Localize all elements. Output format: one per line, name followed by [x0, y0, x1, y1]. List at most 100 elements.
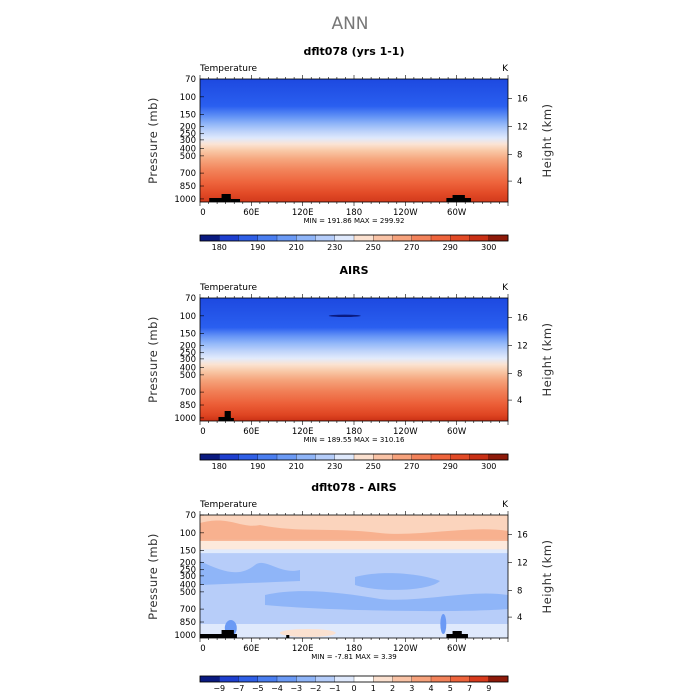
colorbar-swatch [257, 675, 278, 683]
colorbar-swatch [469, 453, 490, 461]
colorbar-label: 230 [327, 462, 342, 471]
y-tick-label: 850 [180, 182, 196, 192]
y-tick-label: 200 [180, 341, 196, 351]
y-axis-right-label: Height (km) [540, 103, 554, 177]
colorbar-label: 300 [481, 243, 496, 252]
y-tick-label: 250 [180, 566, 196, 576]
colorbar-label: 4 [428, 684, 433, 693]
colorbar-label: −1 [329, 684, 341, 693]
y-tick-label: 100 [180, 93, 196, 103]
y-right-tick-label: 12 [517, 122, 528, 132]
y-right-tick-label: 12 [517, 341, 528, 351]
cold-core [328, 314, 361, 318]
colorbar-swatch [430, 675, 451, 683]
variable-label: Temperature [199, 283, 257, 293]
x-tick-label: 180 [346, 644, 362, 654]
panel-title: AIRS [340, 264, 369, 277]
colorbar-frame [199, 675, 509, 683]
colorbar-swatch [315, 234, 336, 242]
colorbar-swatch [296, 453, 316, 461]
y-right-tick-label: 12 [517, 558, 528, 568]
colorbar-swatch [334, 234, 355, 242]
colorbar-swatch [353, 234, 374, 242]
colorbar-swatch [411, 675, 432, 683]
y-tick-label: 500 [180, 588, 196, 598]
x-tick-label: 120E [292, 644, 314, 654]
units-label: K [502, 500, 509, 510]
diff-surface-warm [279, 629, 336, 637]
colorbar-swatch [199, 234, 220, 242]
colorbar-swatch [411, 453, 432, 461]
colorbar-swatch [276, 234, 297, 242]
y-tick-label: 300 [180, 136, 196, 146]
colorbar-swatch [373, 675, 393, 683]
min-max-stats: MIN = -7.81 MAX = 3.39 [311, 653, 397, 661]
y-right-tick-label: 16 [517, 531, 528, 541]
terrain-mask [221, 194, 231, 202]
y-right-tick-label: 8 [517, 587, 522, 597]
x-tick-label: 60E [243, 427, 259, 437]
y-tick-label: 200 [180, 122, 196, 132]
variable-label: Temperature [199, 500, 257, 510]
x-tick-label: 60E [243, 208, 259, 218]
panel-title: dflt078 - AIRS [311, 481, 397, 494]
colorbar-label: 5 [448, 684, 453, 693]
panel-title: dflt078 (yrs 1-1) [304, 45, 405, 58]
terrain-mask [452, 631, 462, 638]
y-axis-label: Pressure (mb) [146, 316, 160, 403]
y-tick-label: 150 [180, 330, 196, 340]
y-tick-label: 70 [185, 511, 196, 521]
x-tick-label: 0 [200, 644, 205, 654]
y-tick-label: 700 [180, 388, 196, 398]
colorbar-label: 3 [409, 684, 414, 693]
plot-area [200, 298, 508, 421]
colorbar-swatch [488, 453, 509, 461]
colorbar-label: −5 [252, 684, 264, 693]
colorbar-swatch [199, 675, 220, 683]
plot-area [200, 515, 508, 638]
y-tick-label: 100 [180, 312, 196, 322]
colorbar-swatch [469, 234, 490, 242]
colorbar-label: 270 [404, 462, 419, 471]
diff-cool-patch-3 [265, 591, 508, 612]
colorbar-swatch [450, 453, 470, 461]
y-tick-label: 250 [180, 349, 196, 359]
colorbar-swatch [257, 234, 278, 242]
colorbar-swatch [373, 453, 393, 461]
y-tick-label: 850 [180, 618, 196, 628]
colorbar-label: 9 [486, 684, 491, 693]
colorbar-swatch [353, 453, 374, 461]
colorbar-label: 270 [404, 243, 419, 252]
figure-title: ANN [331, 14, 368, 34]
colorbar-swatch [392, 234, 413, 242]
colorbar-label: 300 [481, 462, 496, 471]
colorbar-swatch [334, 453, 355, 461]
y-tick-label: 300 [180, 355, 196, 365]
colorbar-label: 7 [467, 684, 472, 693]
colorbar-label: 1 [371, 684, 376, 693]
x-tick-label: 120W [393, 427, 418, 437]
colorbar-swatch [276, 453, 297, 461]
colorbar-swatch [392, 453, 413, 461]
diff-warm-core [200, 520, 508, 541]
colorbar-frame [199, 234, 509, 242]
colorbar-swatch [199, 453, 220, 461]
y-right-tick-label: 16 [517, 314, 528, 324]
y-tick-label: 400 [180, 580, 196, 590]
colorbar-label: 180 [212, 462, 227, 471]
colorbar-label: 290 [443, 243, 458, 252]
x-tick-label: 120E [292, 208, 314, 218]
colorbar-label: −9 [213, 684, 225, 693]
colorbar-label: 230 [327, 243, 342, 252]
colorbar-label: 250 [366, 462, 381, 471]
y-tick-label: 500 [180, 152, 196, 162]
y-tick-label: 70 [185, 294, 196, 304]
y-right-tick-label: 8 [517, 370, 522, 380]
colorbar-swatch [450, 234, 470, 242]
units-label: K [502, 64, 509, 74]
colorbar-swatch [430, 234, 451, 242]
x-tick-label: 0 [200, 427, 205, 437]
